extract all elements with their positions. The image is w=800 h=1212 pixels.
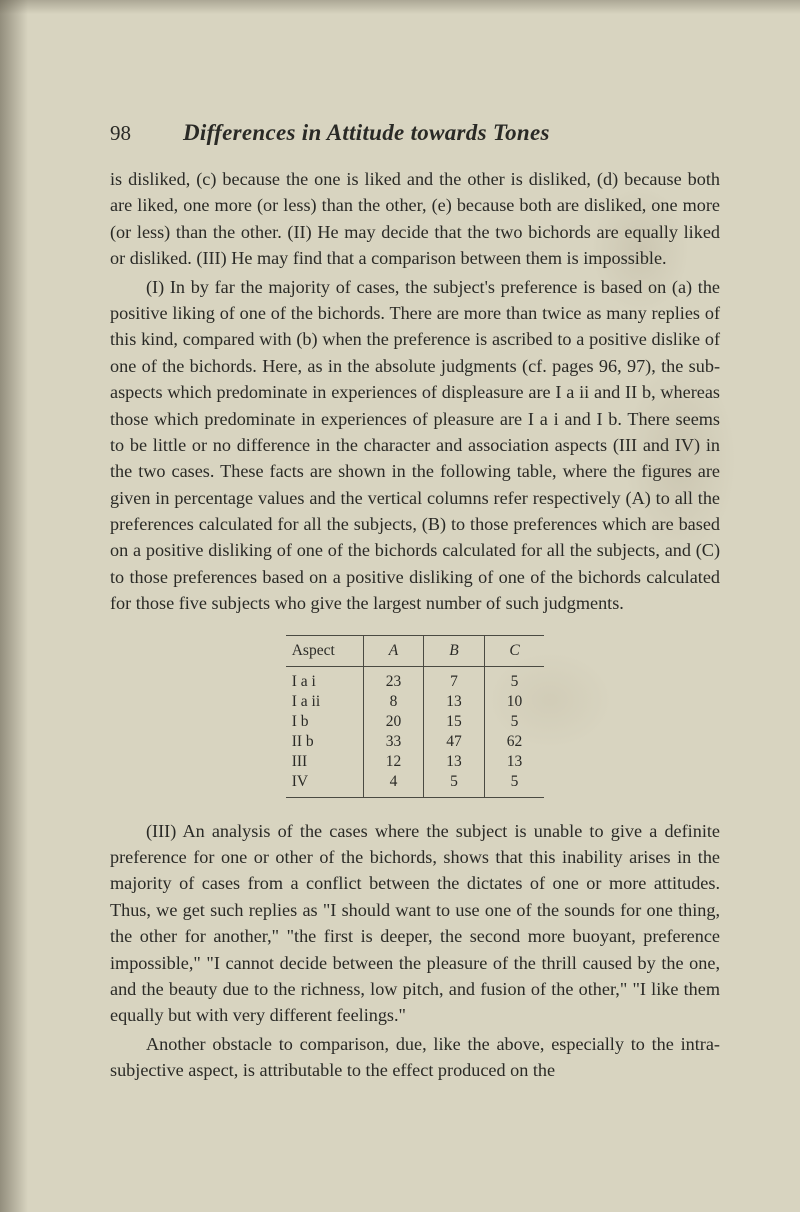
cell: I b — [286, 712, 364, 732]
table-row: III 12 13 13 — [286, 752, 545, 772]
paragraph-2: (I) In by far the majority of cases, the… — [110, 274, 720, 617]
col-b: B — [424, 635, 485, 666]
paragraph-3: (III) An analysis of the cases where the… — [110, 818, 720, 1029]
aspect-table: Aspect A B C I a i 23 7 5 I a ii 8 13 10… — [286, 635, 545, 798]
cell: I a i — [286, 666, 364, 692]
table-body: I a i 23 7 5 I a ii 8 13 10 I b 20 15 5 … — [286, 666, 545, 797]
cell: III — [286, 752, 364, 772]
cell: 15 — [424, 712, 485, 732]
cell: 33 — [363, 732, 424, 752]
cell: 10 — [484, 692, 544, 712]
cell: 8 — [363, 692, 424, 712]
table-row: I b 20 15 5 — [286, 712, 545, 732]
table-header-row: Aspect A B C — [286, 635, 545, 666]
cell: II b — [286, 732, 364, 752]
cell: 12 — [363, 752, 424, 772]
col-a: A — [363, 635, 424, 666]
cell: 13 — [484, 752, 544, 772]
col-c: C — [484, 635, 544, 666]
paragraph-1: is disliked, (c) because the one is like… — [110, 166, 720, 272]
cell: 20 — [363, 712, 424, 732]
cell: 23 — [363, 666, 424, 692]
running-title: Differences in Attitude towards Tones — [183, 120, 550, 146]
page: 98 Differences in Attitude towards Tones… — [0, 0, 800, 1212]
cell: I a ii — [286, 692, 364, 712]
cell: 13 — [424, 752, 485, 772]
cell: 7 — [424, 666, 485, 692]
table-row: IV 4 5 5 — [286, 772, 545, 798]
cell: 5 — [484, 666, 544, 692]
cell: 5 — [484, 712, 544, 732]
cell: 62 — [484, 732, 544, 752]
col-aspect: Aspect — [286, 635, 364, 666]
scan-shadow-left — [0, 0, 28, 1212]
table-row: II b 33 47 62 — [286, 732, 545, 752]
table-row: I a i 23 7 5 — [286, 666, 545, 692]
cell: 13 — [424, 692, 485, 712]
cell: 5 — [484, 772, 544, 798]
scan-shadow-top — [0, 0, 800, 14]
cell: IV — [286, 772, 364, 798]
cell: 47 — [424, 732, 485, 752]
cell: 4 — [363, 772, 424, 798]
table-row: I a ii 8 13 10 — [286, 692, 545, 712]
page-number: 98 — [110, 121, 131, 146]
running-head: 98 Differences in Attitude towards Tones — [110, 120, 720, 146]
paragraph-4: Another obstacle to comparison, due, lik… — [110, 1031, 720, 1084]
cell: 5 — [424, 772, 485, 798]
